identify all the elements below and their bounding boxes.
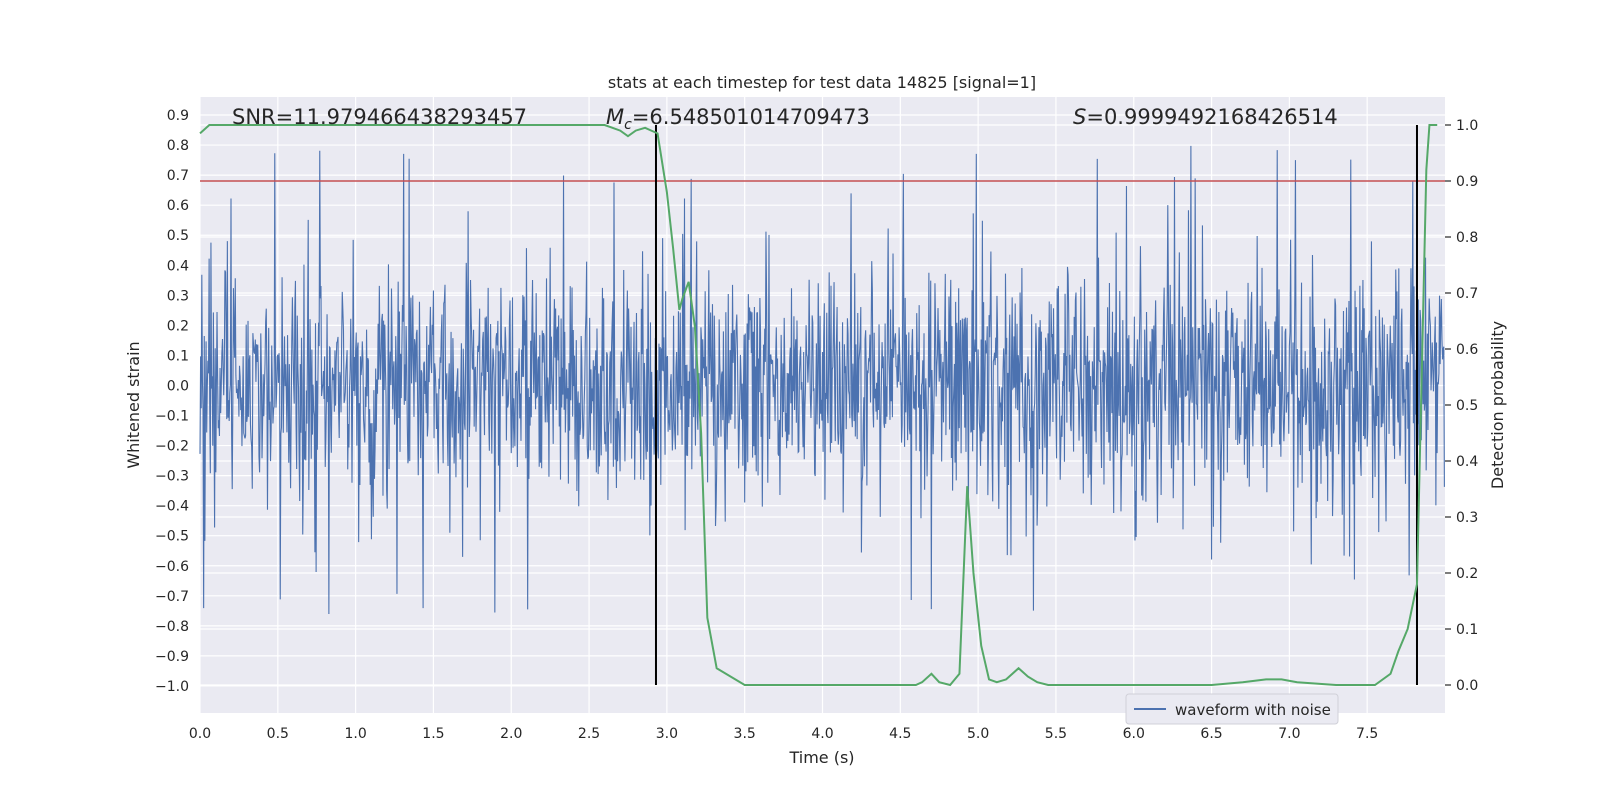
x-tick-label: 3.5: [734, 726, 756, 742]
y-tick-label: 0.0: [167, 378, 189, 394]
y2-axis-label: Detection probability: [1488, 321, 1507, 489]
x-axis-label: Time (s): [788, 748, 854, 767]
y-tick-label: −0.4: [155, 499, 189, 515]
y2-tick-label: 0.9: [1456, 174, 1478, 190]
y2-tick-label: 1.0: [1456, 118, 1478, 134]
waveform-series: [199, 145, 1445, 615]
legend-label: waveform with noise: [1175, 701, 1331, 719]
y2-tick-label: 0.7: [1456, 286, 1478, 302]
y-tick-label: −0.8: [155, 619, 189, 635]
y2-tick-label: 0.6: [1456, 342, 1478, 358]
x-tick-label: 7.0: [1278, 726, 1300, 742]
detection-probability-line: [199, 124, 1438, 687]
y-tick-label: −0.1: [155, 409, 189, 425]
chirp-mass-subscript: c: [624, 117, 632, 133]
significance-symbol: S: [1073, 105, 1086, 129]
significance-annotation: S=0.9999492168426514: [1073, 105, 1338, 129]
y-axis-label: Whitened strain: [124, 341, 143, 468]
y2-tick-label: 0.8: [1456, 230, 1478, 246]
y-tick-label: 0.2: [167, 318, 189, 334]
y-tick-label: 0.4: [167, 258, 189, 274]
y2-tick-label: 0.2: [1456, 566, 1478, 582]
y-tick-label: 0.1: [167, 348, 189, 364]
x-tick-label: 7.5: [1356, 726, 1378, 742]
y-tick-label: −0.2: [155, 439, 189, 455]
x-axis-ticks: 0.0 0.5 1.0 1.5 2.0 2.5 3.0 3.5 4.0 4.5 5.0 5.5 6.0 6…: [189, 726, 1378, 742]
x-tick-label: 6.0: [1123, 726, 1145, 742]
y-tick-label: −0.7: [155, 589, 189, 605]
y-tick-label: 0.8: [167, 138, 189, 154]
significance-value: =0.9999492168426514: [1086, 105, 1337, 129]
y2-tick-label: 0.5: [1456, 398, 1478, 414]
x-tick-label: 6.5: [1200, 726, 1222, 742]
x-tick-label: 1.0: [344, 726, 366, 742]
chirp-mass-symbol: M: [606, 105, 624, 129]
y-tick-label: 0.6: [167, 198, 189, 214]
y-tick-label: 0.5: [167, 228, 189, 244]
x-tick-label: 2.0: [500, 726, 522, 742]
y-tick-label: 0.9: [167, 108, 189, 124]
chirp-mass-annotation: Mc=6.548501014709473: [606, 105, 870, 133]
y-tick-label: 0.7: [167, 168, 189, 184]
overlay-lines: [199, 124, 1445, 687]
x-tick-label: 2.5: [578, 726, 600, 742]
y-tick-label: −1.0: [155, 679, 189, 695]
y-axis-ticks: 0.9 0.8 0.7 0.6 0.5 0.4 0.3 0.2 0.1 0.0 −0.1 −0.2 −0…: [155, 108, 189, 695]
x-tick-label: 4.0: [811, 726, 833, 742]
chirp-mass-value: =6.548501014709473: [632, 105, 870, 129]
snr-annotation: SNR=11.979466438293457: [232, 105, 527, 129]
legend: waveform with noise: [1125, 693, 1339, 725]
y2-tick-label: 0.4: [1456, 454, 1478, 470]
y-tick-label: −0.3: [155, 469, 189, 485]
y-tick-label: 0.3: [167, 288, 189, 304]
x-tick-label: 3.0: [656, 726, 678, 742]
x-tick-label: 1.5: [422, 726, 444, 742]
y2-tick-label: 0.3: [1456, 510, 1478, 526]
x-tick-label: 0.0: [189, 726, 211, 742]
y-tick-label: −0.6: [155, 559, 189, 575]
y2-tick-label: 0.0: [1456, 678, 1478, 694]
x-tick-label: 5.5: [1045, 726, 1067, 742]
chart-title: stats at each timestep for test data 148…: [608, 73, 1036, 92]
y-tick-label: −0.5: [155, 529, 189, 545]
x-tick-label: 0.5: [267, 726, 289, 742]
x-tick-label: 4.5: [889, 726, 911, 742]
x-tick-label: 5.0: [967, 726, 989, 742]
waveform-line: [199, 145, 1445, 615]
y2-tick-label: 0.1: [1456, 622, 1478, 638]
y2-axis-ticks: 1.0 0.9 0.8 0.7 0.6 0.5 0.4 0.3 0.2 0.1 0.0: [1445, 118, 1478, 694]
y-tick-label: −0.9: [155, 649, 189, 665]
legend-box: [1125, 693, 1339, 725]
